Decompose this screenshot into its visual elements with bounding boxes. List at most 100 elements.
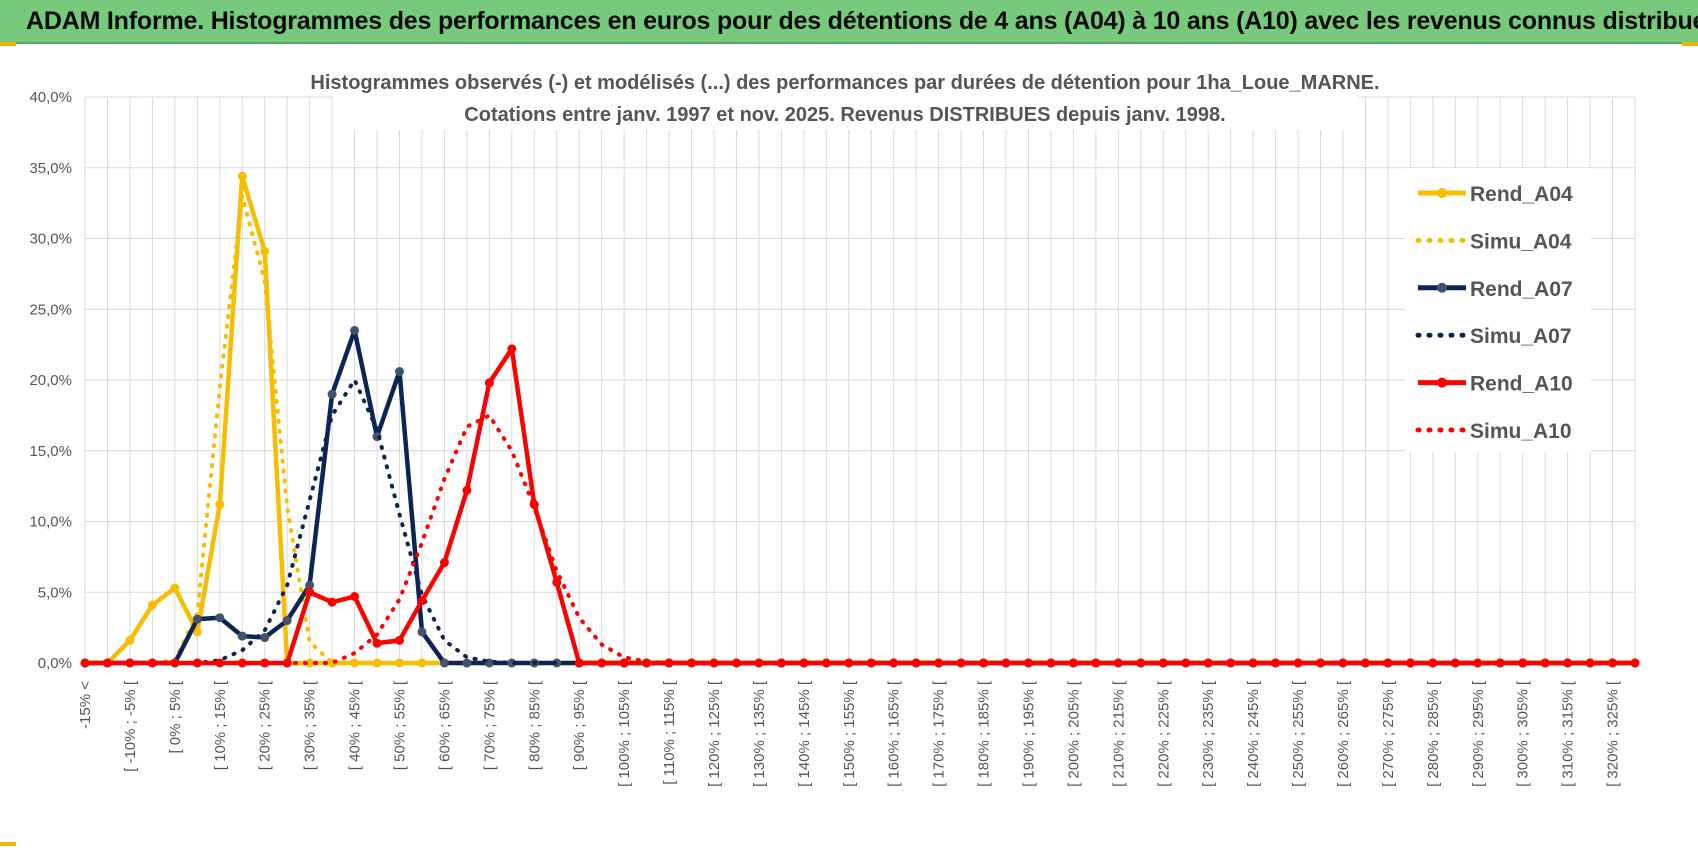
chart-title: Histogrammes observés (-) et modélisés (…: [310, 64, 1380, 130]
series-line-simu_a10: [83, 413, 1637, 665]
data-point-rend_a10: [484, 378, 494, 388]
data-point-rend_a10: [1068, 658, 1078, 668]
data-point-rend_a10: [619, 658, 629, 668]
y-tick-label: 20,0%: [29, 372, 72, 389]
data-point-rend_a07: [282, 616, 292, 626]
data-point-rend_a10: [1360, 658, 1370, 668]
legend-label-simu_a07: Simu_A07: [1470, 325, 1572, 348]
x-tick-label: [ 250% ; 255% [: [1290, 680, 1307, 787]
y-axis: 0,0% 5,0% 10,0% 15,0% 20,0% 25,0% 30,0% 35,0% 40…: [29, 89, 72, 672]
x-tick-label: [ 260% ; 265% [: [1335, 680, 1352, 787]
data-point-rend_a10: [1158, 658, 1168, 668]
data-point-rend_a07: [192, 614, 202, 624]
x-tick-label: [ 150% ; 155% [: [841, 680, 858, 787]
header-bar: ADAM Informe. Histogrammes des performan…: [0, 0, 1698, 44]
y-tick-label: 40,0%: [29, 89, 72, 106]
y-tick-label: 5,0%: [38, 584, 72, 601]
x-tick-label: [ 310% ; 315% [: [1560, 680, 1577, 787]
data-point-rend_a07: [350, 325, 360, 335]
data-point-rend_a07: [305, 580, 315, 590]
data-point-rend_a04: [147, 600, 157, 610]
x-tick-label: [ 70% ; 75% [: [481, 680, 498, 770]
x-tick-label: [ 0% ; 5% [: [167, 680, 184, 753]
data-point-rend_a04: [350, 658, 360, 668]
data-point-rend_a04: [125, 635, 135, 645]
x-tick-label: [ 280% ; 285% [: [1425, 680, 1442, 787]
x-axis: -15% < [ -10% ; -5% [[ 0% ; 5% [[ 10% ; 1…: [77, 680, 1622, 787]
data-point-rend_a10: [1518, 658, 1528, 668]
data-point-rend_a07: [327, 389, 337, 399]
x-tick-label: [ 20% ; 25% [: [257, 680, 274, 770]
data-point-rend_a10: [552, 577, 562, 587]
data-point-rend_a04: [237, 171, 247, 181]
data-point-rend_a10: [709, 658, 719, 668]
data-point-rend_a10: [1226, 658, 1236, 668]
x-tick-label: [ 130% ; 135% [: [751, 680, 768, 787]
data-point-rend_a10: [417, 596, 427, 606]
data-point-rend_a04: [260, 246, 270, 256]
y-tick-label: 35,0%: [29, 160, 72, 177]
data-point-rend_a10: [776, 658, 786, 668]
legend-marker-rend_a10: [1437, 377, 1447, 388]
x-tick-label: [ 110% ; 115% [: [661, 680, 678, 785]
y-tick-label: 10,0%: [29, 514, 72, 531]
legend-marker-rend_a04: [1437, 188, 1447, 198]
corner-mark-bottom-left: [0, 842, 16, 846]
data-point-rend_a10: [1248, 658, 1258, 668]
data-point-rend_a07: [507, 658, 517, 668]
data-point-rend_a10: [799, 658, 809, 668]
legend: Rend_A04 Simu_A04 Rend_A07 Simu_A07 Rend_A10…: [1405, 168, 1591, 452]
x-tick-label: [ 230% ; 235% [: [1200, 680, 1217, 787]
x-tick-label: [ 270% ; 275% [: [1380, 680, 1397, 787]
y-tick-label: 25,0%: [29, 301, 72, 318]
data-point-rend_a10: [327, 597, 337, 607]
x-tick-label: [ 80% ; 85% [: [526, 680, 543, 770]
data-point-rend_a10: [215, 658, 225, 668]
data-point-rend_a10: [125, 658, 135, 668]
x-tick-label: [ 220% ; 225% [: [1155, 680, 1172, 787]
x-tick-label: [ 40% ; 45% [: [347, 680, 364, 770]
data-point-rend_a10: [147, 658, 157, 668]
data-point-rend_a07: [439, 658, 449, 668]
y-tick-label: 15,0%: [29, 443, 72, 460]
x-tick-label: [ 320% ; 325% [: [1605, 680, 1622, 787]
data-point-rend_a07: [215, 613, 225, 623]
series-line-simu_a04: [83, 194, 1637, 665]
x-tick-label: [ 90% ; 95% [: [571, 680, 588, 770]
x-tick-label: [ 140% ; 145% [: [796, 680, 813, 787]
corner-mark-top-left: [0, 42, 16, 46]
x-tick-label: [ 300% ; 305% [: [1515, 680, 1532, 787]
data-point-rend_a10: [866, 658, 876, 668]
legend-label-rend_a10: Rend_A10: [1470, 373, 1573, 396]
data-point-rend_a10: [507, 344, 517, 354]
data-point-rend_a07: [417, 627, 427, 637]
x-tick-label: [ 120% ; 125% [: [706, 680, 723, 787]
y-tick-label: 30,0%: [29, 231, 72, 248]
data-point-rend_a10: [1338, 658, 1348, 668]
x-tick-label: [ 240% ; 245% [: [1245, 680, 1262, 787]
data-point-rend_a10: [889, 658, 899, 668]
legend-label-rend_a04: Rend_A04: [1470, 183, 1573, 206]
y-tick-label: 0,0%: [38, 655, 72, 672]
x-tick-label: -15% <: [77, 681, 94, 729]
data-point-rend_a10: [1630, 658, 1640, 668]
x-tick-label: [ 100% ; 105% [: [616, 680, 633, 787]
legend-label-simu_a10: Simu_A10: [1470, 420, 1572, 443]
series-line-rend_a04: [85, 173, 1635, 666]
data-point-rend_a10: [1046, 658, 1056, 668]
data-point-rend_a10: [1608, 658, 1618, 668]
x-tick-label: [ 160% ; 165% [: [886, 680, 903, 787]
x-tick-label: [ 190% ; 195% [: [1020, 680, 1037, 787]
data-point-rend_a10: [305, 587, 315, 597]
data-point-rend_a10: [350, 591, 360, 601]
data-point-rend_a10: [1428, 658, 1438, 668]
data-point-rend_a04: [192, 627, 202, 637]
series-layer: [80, 171, 1640, 668]
x-tick-label: [ 200% ; 205% [: [1065, 680, 1082, 787]
data-point-rend_a07: [260, 633, 270, 643]
data-point-rend_a04: [305, 658, 315, 668]
data-point-rend_a07: [462, 658, 472, 668]
data-point-rend_a10: [979, 658, 989, 668]
data-point-rend_a10: [394, 635, 404, 645]
